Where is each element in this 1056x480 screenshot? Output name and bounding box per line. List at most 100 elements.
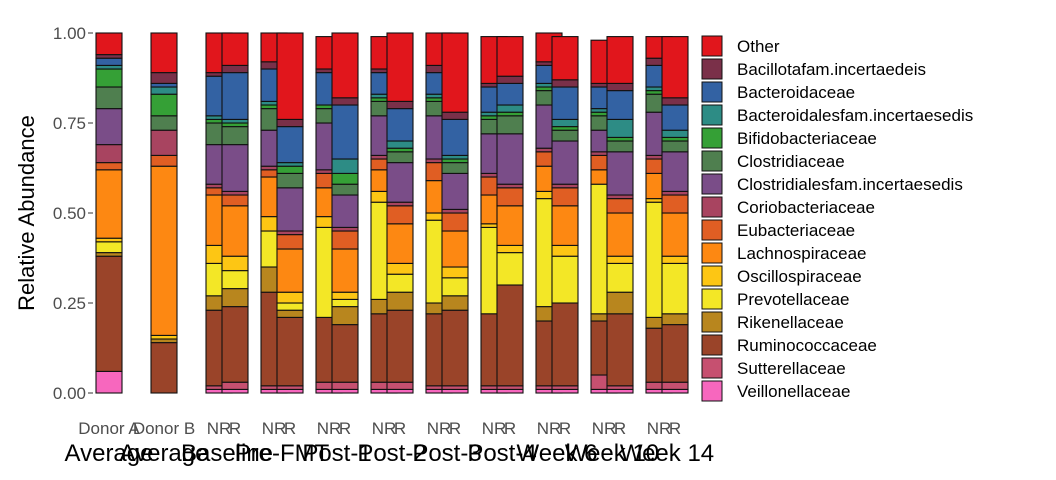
legend-label: Coriobacteriaceae	[737, 198, 875, 217]
bars-layer	[95, 32, 689, 394]
legend-item: Sutterellaceae	[701, 357, 846, 379]
legend-swatch	[701, 242, 723, 264]
bar-segment	[276, 187, 304, 232]
bar-segment	[95, 169, 123, 239]
bar-segment	[276, 248, 304, 293]
legend-swatch	[701, 58, 723, 80]
bar-segment	[606, 90, 634, 120]
bar-segment	[95, 255, 123, 372]
bar-segment	[331, 248, 359, 293]
x-tick-label: R	[449, 419, 461, 438]
bar-segment	[551, 140, 579, 185]
bar-segment	[661, 212, 689, 257]
y-tick-label: 0.50	[53, 204, 86, 223]
bar-segment	[221, 144, 249, 192]
legend-swatch	[701, 380, 723, 402]
bar-segment	[331, 230, 359, 250]
bar-segment	[331, 194, 359, 228]
bar-segment	[221, 205, 249, 257]
legend-item: Veillonellaceae	[701, 380, 850, 402]
stacked-bar	[661, 36, 689, 394]
x-tick-label: R	[394, 419, 406, 438]
legend-label: Bacteroidalesfam.incertaesedis	[737, 106, 973, 125]
bar-segment	[441, 162, 469, 174]
bar-segment	[331, 381, 359, 390]
bar-segment	[150, 72, 178, 84]
bar-segment	[661, 104, 689, 131]
legend-label: Bacillotafam.incertaedeis	[737, 60, 926, 79]
bar-segment	[221, 288, 249, 308]
group-label: Post-2	[357, 440, 426, 467]
legend-item: Clostridiaceae	[701, 150, 845, 172]
bar-segment	[276, 302, 304, 311]
stacked-bar	[95, 32, 123, 394]
bar-segment	[276, 165, 304, 174]
bar-segment	[441, 295, 469, 311]
bar-segment	[551, 244, 579, 257]
bar-segment	[661, 255, 689, 264]
bar-segment	[95, 86, 123, 110]
bar-segment	[496, 82, 524, 106]
bar-segment	[551, 205, 579, 246]
legend-item: Bifidobacteriaceae	[701, 127, 877, 149]
bar-segment	[386, 291, 414, 311]
bar-segment	[386, 32, 414, 102]
bar-segment	[331, 104, 359, 160]
legend-label: Bifidobacteriaceae	[737, 129, 877, 148]
group-label: Week 10	[565, 440, 659, 467]
legend-label: Prevotellaceae	[737, 290, 849, 309]
bar-segment	[496, 75, 524, 84]
bar-segment	[661, 151, 689, 192]
bar-segment	[441, 118, 469, 156]
bar-segment	[496, 104, 524, 113]
legend-item: Rikenellaceae	[701, 311, 844, 333]
bar-segment	[150, 129, 178, 156]
legend-swatch	[701, 127, 723, 149]
bar-segment	[331, 291, 359, 300]
legend-label: Sutterellaceae	[737, 359, 846, 378]
bar-segment	[551, 187, 579, 207]
bar-segment	[496, 244, 524, 254]
y-tick-label: 0.75	[53, 114, 86, 133]
bar-segment	[95, 57, 123, 66]
bar-segment	[276, 126, 304, 164]
legend-item: Eubacteriaceae	[701, 219, 855, 241]
bar-segment	[221, 72, 249, 120]
bar-segment	[95, 370, 123, 394]
bar-segment	[441, 172, 469, 210]
bar-segment	[276, 234, 304, 250]
stacked-bar	[496, 36, 524, 394]
bar-segment	[95, 32, 123, 56]
legend-item: Bacteroidalesfam.incertaesedis	[701, 104, 973, 126]
bar-segment	[150, 32, 178, 74]
bar-segment	[331, 306, 359, 326]
legend-swatch	[701, 81, 723, 103]
bar-segment	[221, 306, 249, 383]
bar-segment	[221, 126, 249, 146]
bar-segment	[331, 158, 359, 174]
bar-segment	[331, 298, 359, 308]
y-axis-ticks: 0.00 0.25 0.50 0.75 1.00	[53, 24, 93, 403]
bar-segment	[95, 68, 123, 88]
group-label: Post-3	[412, 440, 481, 467]
x-tick-label: Donor B	[133, 419, 195, 438]
bar-segment	[606, 82, 634, 92]
bar-segment	[221, 270, 249, 290]
bar-segment	[276, 316, 304, 387]
bar-segment	[496, 36, 524, 77]
bar-segment	[551, 118, 579, 128]
bar-segment	[95, 241, 123, 254]
legend-swatch	[701, 196, 723, 218]
stacked-bar	[276, 32, 304, 394]
bar-segment	[95, 108, 123, 146]
stacked-bar	[331, 32, 359, 394]
x-tick-label: NR	[262, 419, 287, 438]
legend-item: Bacillotafam.incertaedeis	[701, 58, 926, 80]
bar-segment	[276, 118, 304, 128]
bar-segment	[276, 172, 304, 189]
x-tick-label: NR	[647, 419, 672, 438]
group-label: Post-4	[467, 440, 536, 467]
bar-segment	[150, 115, 178, 131]
